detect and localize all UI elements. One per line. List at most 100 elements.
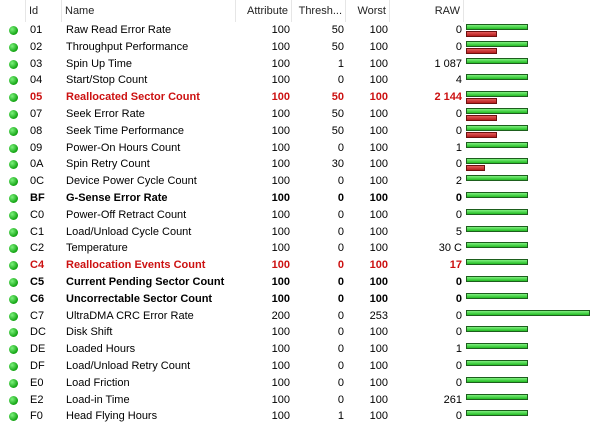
value-bar-green <box>466 276 528 282</box>
attribute-id: DE <box>30 343 46 356</box>
table-row[interactable]: 0A Spin Retry Count 100 30 100 0 <box>0 156 600 173</box>
threshold-bar-red <box>466 47 497 54</box>
attribute-id: BF <box>30 192 45 204</box>
attribute-value: 100 <box>271 360 290 372</box>
worst-value: 100 <box>369 175 388 188</box>
table-row[interactable]: E0 Load Friction 100 0 100 0 <box>0 375 600 392</box>
threshold-value: 50 <box>331 40 344 53</box>
attribute-id: 05 <box>30 91 43 104</box>
value-bar-green <box>466 343 528 350</box>
raw-value: 2 <box>455 175 462 188</box>
table-row[interactable]: C4 Reallocation Events Count 100 0 100 17 <box>0 257 600 274</box>
attribute-id: C4 <box>30 259 45 272</box>
worst-value: 100 <box>369 360 388 372</box>
threshold-value: 1 <box>337 57 344 70</box>
attribute-value: 100 <box>271 91 290 104</box>
table-row[interactable]: C0 Power-Off Retract Count 100 0 100 0 <box>0 207 600 224</box>
header-name[interactable]: Name <box>62 0 236 22</box>
threshold-value: 0 <box>337 292 344 305</box>
value-bar-green <box>466 74 528 81</box>
value-bar-green <box>466 259 528 266</box>
worst-value: 100 <box>369 393 388 406</box>
value-bar-green <box>466 360 528 366</box>
threshold-bar-red <box>466 131 497 138</box>
worst-value: 100 <box>369 343 388 356</box>
header-worst[interactable]: Worst <box>346 0 390 22</box>
raw-value: 0 <box>455 158 462 171</box>
attribute-name: Raw Read Error Rate <box>66 24 172 36</box>
table-row[interactable]: 08 Seek Time Performance 100 50 100 0 <box>0 123 600 140</box>
threshold-value: 0 <box>337 225 344 238</box>
table-row[interactable]: C6 Uncorrectable Sector Count 100 0 100 0 <box>0 291 600 308</box>
attribute-id: C7 <box>30 309 45 322</box>
table-row[interactable]: BF G-Sense Error Rate 100 0 100 0 <box>0 190 600 207</box>
status-ok-dot-icon <box>9 227 18 237</box>
header-bars[interactable] <box>464 0 600 22</box>
value-bar-green <box>466 158 528 165</box>
worst-value: 100 <box>369 40 388 53</box>
table-row[interactable]: C1 Load/Unload Cycle Count 100 0 100 5 <box>0 224 600 241</box>
table-row[interactable]: C2 Temperature 100 0 100 30 C <box>0 240 600 257</box>
status-ok-dot-icon <box>9 160 18 170</box>
raw-value: 1 <box>455 343 462 356</box>
table-row[interactable]: 03 Spin Up Time 100 1 100 1 087 <box>0 56 600 73</box>
attribute-name: Uncorrectable Sector Count <box>66 292 213 305</box>
attribute-value: 100 <box>271 410 290 423</box>
status-ok-dot-icon <box>9 126 18 136</box>
table-row[interactable]: 07 Seek Error Rate 100 50 100 0 <box>0 106 600 123</box>
table-row[interactable]: 01 Raw Read Error Rate 100 50 100 0 <box>0 22 600 39</box>
worst-value: 100 <box>369 276 388 288</box>
table-row[interactable]: 05 Reallocated Sector Count 100 50 100 2 144 <box>0 89 600 106</box>
attribute-value: 100 <box>271 24 290 36</box>
attribute-id: 08 <box>30 124 43 137</box>
header-threshold[interactable]: Thresh... <box>292 0 346 22</box>
attribute-id: 01 <box>30 24 43 36</box>
threshold-value: 50 <box>331 108 344 120</box>
attribute-id: 04 <box>30 74 43 87</box>
table-row[interactable]: C7 UltraDMA CRC Error Rate 200 0 253 0 <box>0 308 600 325</box>
table-row[interactable]: DC Disk Shift 100 0 100 0 <box>0 324 600 341</box>
attribute-value: 100 <box>271 74 290 87</box>
raw-value: 0 <box>455 276 462 288</box>
table-row[interactable]: C5 Current Pending Sector Count 100 0 100 0 <box>0 274 600 291</box>
raw-value: 0 <box>455 192 462 204</box>
value-bar-green <box>466 292 528 299</box>
worst-value: 100 <box>369 208 388 221</box>
attribute-id: C2 <box>30 242 45 255</box>
threshold-value: 0 <box>337 276 344 288</box>
threshold-value: 0 <box>337 376 344 389</box>
table-row[interactable]: DE Loaded Hours 100 0 100 1 <box>0 341 600 358</box>
attribute-name: Power-Off Retract Count <box>66 208 187 221</box>
attribute-name: Spin Retry Count <box>66 158 150 171</box>
threshold-value: 50 <box>331 124 344 137</box>
attribute-value: 100 <box>271 141 290 154</box>
worst-value: 100 <box>369 158 388 171</box>
table-row[interactable]: 02 Throughput Performance 100 50 100 0 <box>0 39 600 56</box>
attribute-name: Seek Error Rate <box>66 108 145 120</box>
raw-value: 0 <box>455 124 462 137</box>
table-row[interactable]: E2 Load-in Time 100 0 100 261 <box>0 392 600 409</box>
raw-value: 0 <box>455 326 462 339</box>
attribute-value: 200 <box>271 309 290 322</box>
status-ok-dot-icon <box>9 76 18 86</box>
attribute-value: 100 <box>271 108 290 120</box>
attribute-value: 100 <box>271 393 290 406</box>
header-attribute[interactable]: Attribute <box>236 0 292 22</box>
status-ok-dot-icon <box>9 194 18 203</box>
attribute-value: 100 <box>271 326 290 339</box>
status-ok-dot-icon <box>9 378 18 388</box>
column-header: Id Name Attribute Thresh... Worst RAW <box>0 0 600 22</box>
header-id[interactable]: Id <box>26 0 62 22</box>
threshold-value: 0 <box>337 393 344 406</box>
table-row[interactable]: 0C Device Power Cycle Count 100 0 100 2 <box>0 173 600 190</box>
table-row[interactable]: 04 Start/Stop Count 100 0 100 4 <box>0 72 600 89</box>
header-raw[interactable]: RAW <box>390 0 464 22</box>
table-row[interactable]: 09 Power-On Hours Count 100 0 100 1 <box>0 140 600 157</box>
table-row[interactable]: DF Load/Unload Retry Count 100 0 100 0 <box>0 358 600 375</box>
table-row[interactable]: F0 Head Flying Hours 100 1 100 0 <box>0 408 600 425</box>
header-status[interactable] <box>0 0 26 22</box>
threshold-value: 0 <box>337 208 344 221</box>
status-ok-dot-icon <box>9 278 18 287</box>
attribute-name: Reallocated Sector Count <box>66 91 200 104</box>
worst-value: 100 <box>369 242 388 255</box>
